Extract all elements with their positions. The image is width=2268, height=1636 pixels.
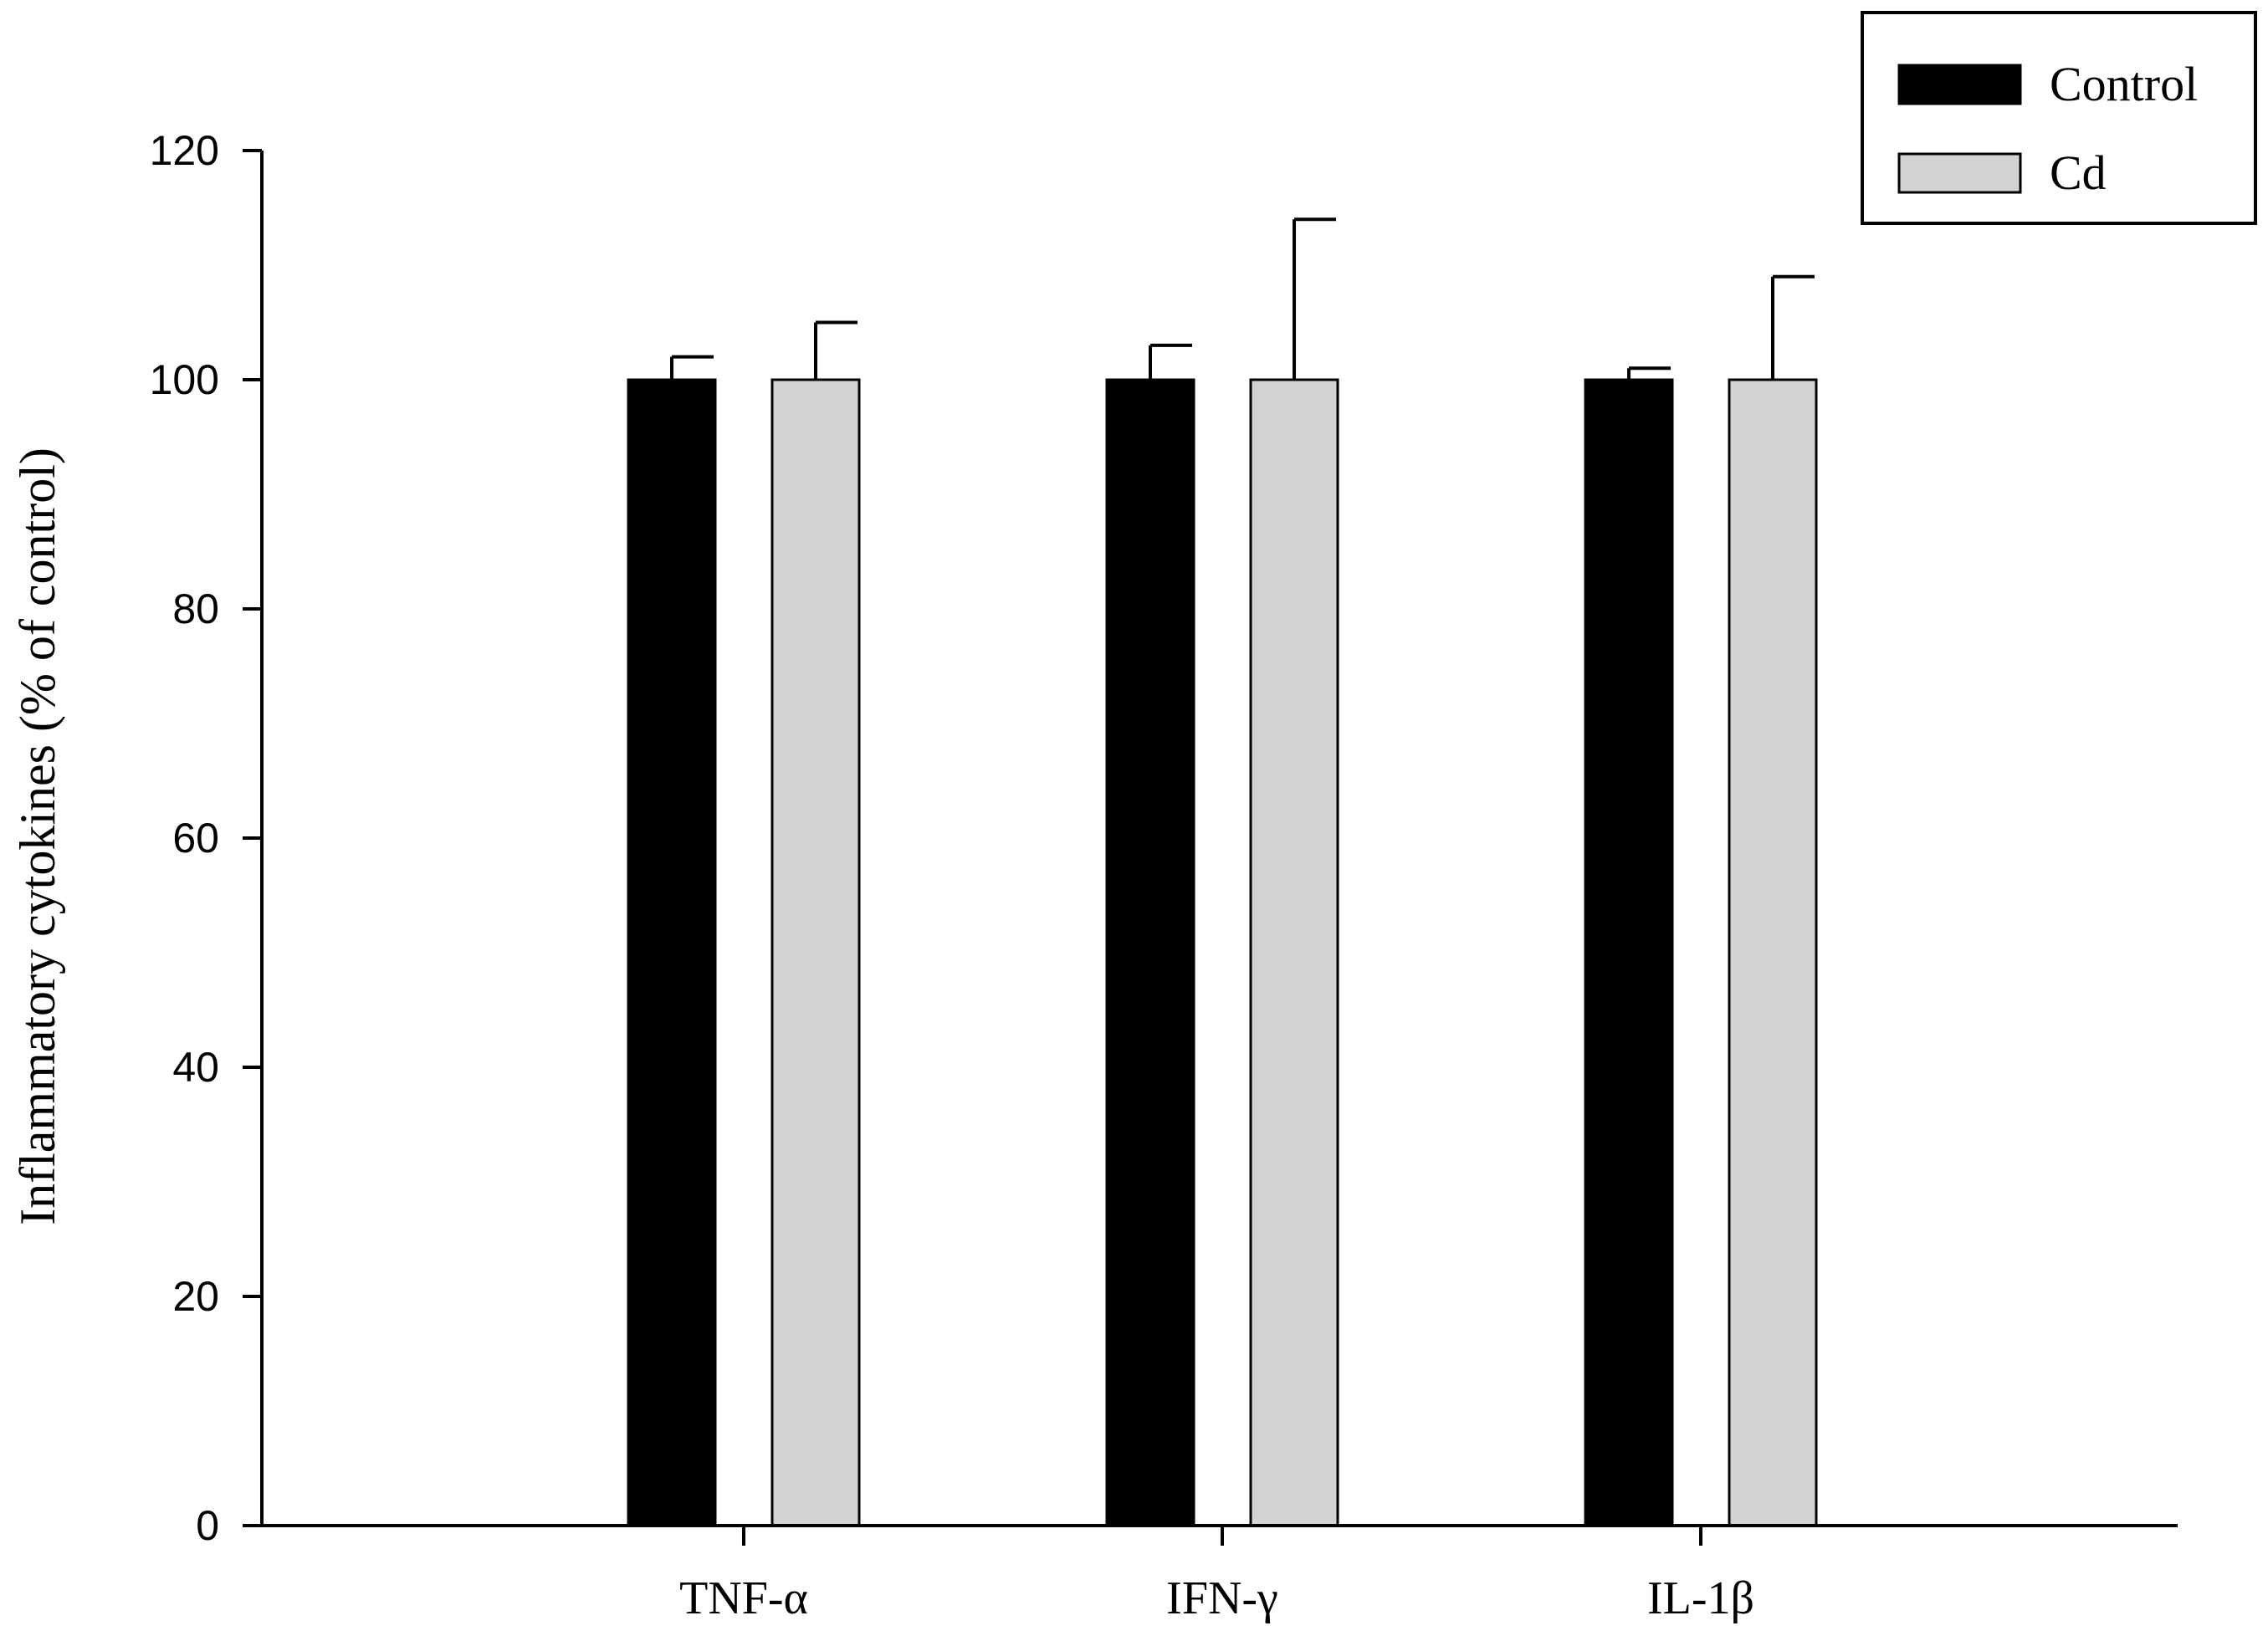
legend-label-cd: Cd (2050, 146, 2107, 200)
x-tick-label: TNF-α (679, 1572, 808, 1624)
x-tick-label: IFN-γ (1166, 1572, 1278, 1624)
bar-control-1 (1105, 378, 1195, 1527)
y-tick-label: 0 (196, 1502, 219, 1549)
y-tick-label: 40 (172, 1044, 219, 1091)
error-bars-layer (670, 217, 1815, 380)
legend-swatch-cd (1897, 152, 2022, 194)
y-tick-label: 100 (150, 356, 219, 403)
y-tick-label: 80 (172, 585, 219, 632)
bars-layer (627, 378, 1818, 1527)
bar-control-0 (627, 378, 717, 1527)
x-ticks-layer: TNF-α IFN-γ IL-1β (679, 1526, 1754, 1624)
x-tick-label: IL-1β (1647, 1572, 1754, 1624)
legend: Control Cd (1861, 11, 2257, 225)
bar-cd-1 (1249, 378, 1339, 1527)
y-axis-title: Inflammatory cytokines (% of control) (10, 447, 65, 1225)
y-ticks-layer: 0 20 40 60 80 100 120 (150, 127, 262, 1549)
y-tick-label: 20 (172, 1273, 219, 1320)
y-tick-label: 120 (150, 127, 219, 174)
bar-control-2 (1584, 378, 1674, 1527)
bar-cd-2 (1728, 378, 1818, 1527)
legend-label-control: Control (2050, 57, 2198, 111)
legend-items: Control Cd (1897, 57, 2198, 200)
bar-cd-0 (771, 378, 861, 1527)
y-tick-label: 60 (172, 815, 219, 861)
legend-swatch-control (1897, 64, 2022, 105)
axes-layer (260, 151, 2178, 1527)
